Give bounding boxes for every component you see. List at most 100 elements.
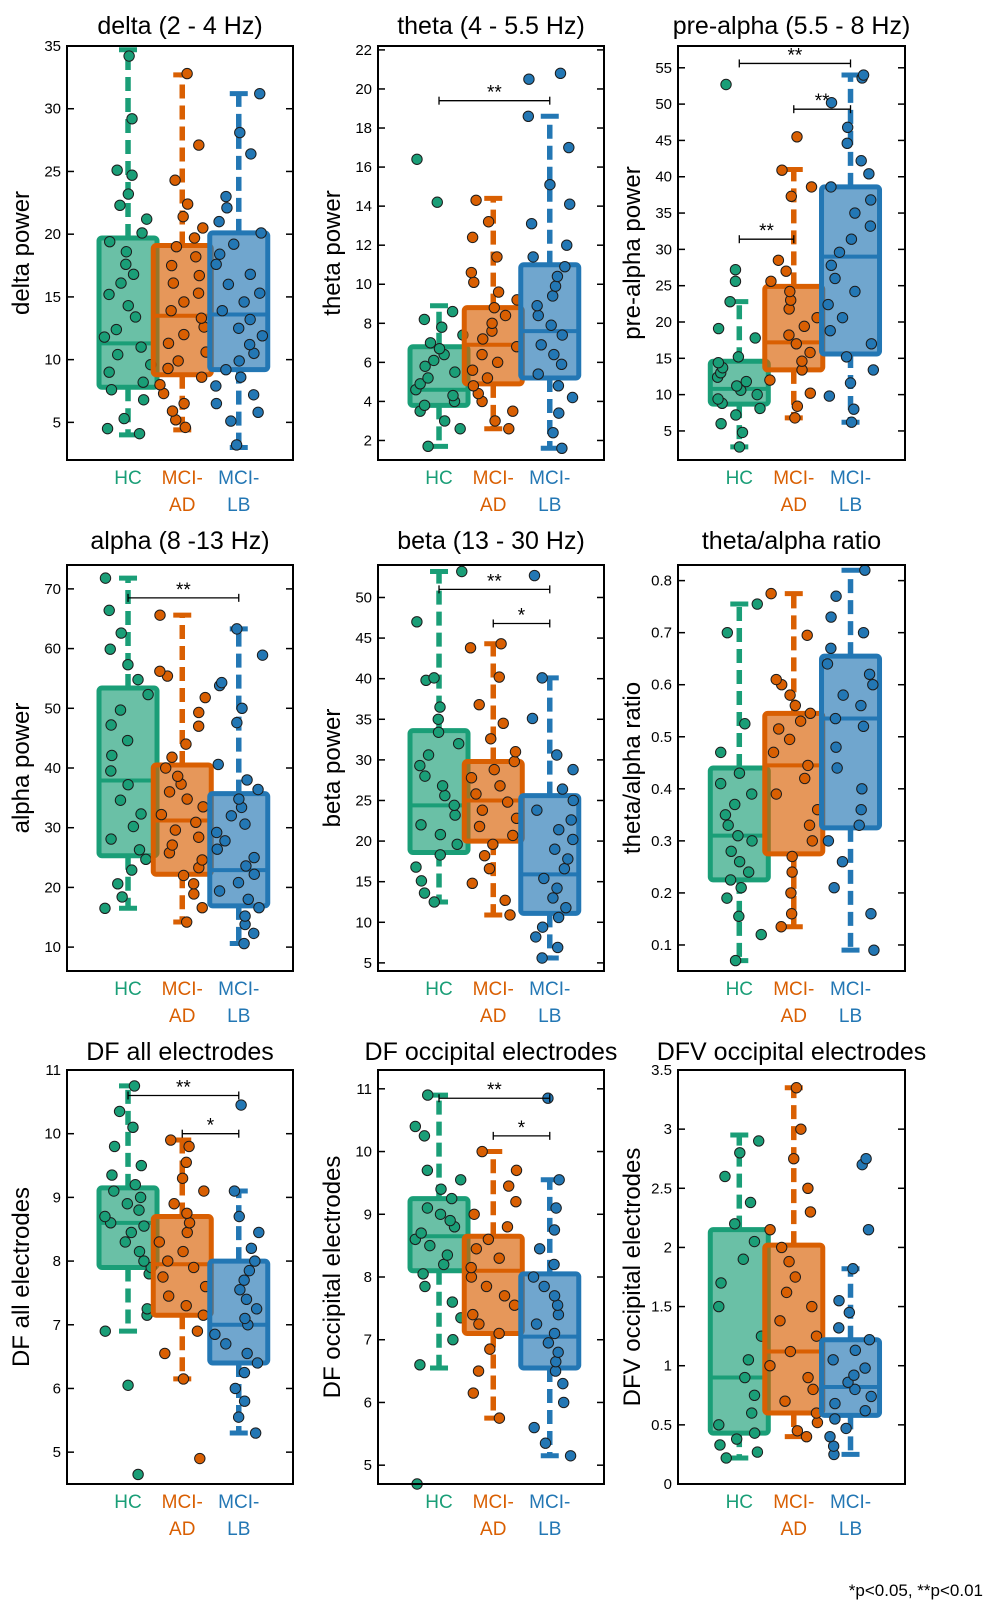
box-hc (96, 1080, 160, 1481)
data-point (510, 1164, 523, 1177)
data-point (715, 746, 727, 759)
data-point (857, 69, 870, 81)
data-point (120, 246, 133, 258)
significance-bracket: ** (438, 571, 551, 594)
data-point (238, 1274, 250, 1286)
box-hc (407, 1089, 471, 1490)
data-point (744, 1196, 757, 1209)
data-point (848, 1369, 860, 1381)
data-point (493, 1327, 505, 1340)
y-tick-label: 45 (355, 630, 372, 647)
data-point (509, 746, 522, 758)
data-point (101, 422, 114, 435)
data-point (725, 845, 737, 857)
data-point (449, 809, 461, 821)
data-point (239, 1312, 251, 1325)
box-mci-ad (150, 1134, 214, 1465)
box-iqr (207, 1258, 271, 1366)
data-point (193, 269, 206, 282)
box-mci-ad (461, 638, 525, 921)
data-point (491, 356, 504, 369)
y-axis-label: DF all electrodes (8, 1187, 35, 1367)
data-point (853, 819, 865, 831)
box-mci-lb (207, 87, 271, 451)
data-point (532, 309, 544, 322)
data-point (447, 389, 459, 402)
data-point (558, 862, 571, 875)
category-label: MCI- (529, 1492, 570, 1513)
y-tick-label: 40 (355, 671, 372, 688)
data-point (555, 358, 568, 371)
category-label: MCI- (162, 979, 203, 1000)
data-point (135, 1159, 148, 1172)
data-point (489, 415, 501, 427)
data-point (849, 207, 861, 219)
category-label-line2: LB (538, 495, 561, 516)
data-point (831, 762, 843, 774)
data-point (824, 1430, 836, 1443)
data-point (220, 363, 232, 376)
data-point (549, 843, 561, 855)
box-mci-ad (461, 1145, 525, 1424)
data-point (526, 712, 539, 725)
data-point (449, 366, 461, 378)
data-point (245, 1242, 258, 1255)
data-point (447, 1334, 459, 1346)
data-point (225, 415, 237, 427)
data-point (154, 609, 166, 621)
y-tick-label: 6 (364, 1394, 372, 1411)
data-point (789, 699, 802, 712)
significance-bracket: ** (738, 45, 852, 68)
data-point (551, 882, 563, 894)
y-tick-label: 20 (655, 314, 672, 331)
data-point (473, 820, 486, 833)
data-point (125, 1226, 138, 1239)
significance-label: ** (788, 45, 803, 66)
data-point (746, 1407, 758, 1419)
data-point (162, 1255, 174, 1267)
data-point (841, 137, 853, 150)
data-point (754, 402, 766, 415)
data-point (772, 254, 785, 266)
data-point (126, 864, 138, 876)
chart-title: pre-alpha (5.5 - 8 Hz) (673, 12, 911, 40)
data-point (712, 356, 725, 369)
data-point (825, 96, 838, 109)
plot-frame (677, 564, 906, 972)
data-point (802, 759, 814, 772)
data-point (454, 423, 466, 435)
category-label-line2: AD (169, 1519, 195, 1540)
data-point (803, 819, 816, 831)
data-point (178, 397, 190, 410)
data-point (122, 1379, 134, 1391)
y-tick-label: 60 (44, 641, 61, 658)
data-point (801, 629, 813, 641)
data-point (411, 153, 423, 165)
data-point (825, 611, 837, 623)
data-point (867, 679, 879, 691)
data-point (488, 763, 500, 776)
data-point (132, 673, 144, 686)
category-label: MCI- (773, 468, 814, 489)
data-point (552, 1346, 564, 1358)
y-tick-label: 2 (364, 432, 372, 449)
significance-label: ** (759, 221, 774, 242)
data-point (824, 325, 836, 337)
data-point (210, 397, 223, 410)
box-hc (96, 47, 160, 440)
plot-frame (377, 45, 605, 461)
data-point (476, 1145, 488, 1158)
y-tick-label: 0 (664, 1476, 672, 1493)
significance-bracket: ** (438, 1080, 551, 1103)
data-point (451, 838, 463, 851)
data-point (784, 689, 796, 701)
data-point (553, 407, 565, 419)
data-point (830, 590, 842, 602)
data-point (133, 1245, 146, 1258)
category-label-line2: AD (169, 1006, 195, 1027)
data-point (238, 1366, 251, 1379)
data-point (137, 394, 150, 406)
data-point (737, 1253, 749, 1265)
data-point (724, 295, 736, 308)
data-point (422, 1089, 434, 1101)
